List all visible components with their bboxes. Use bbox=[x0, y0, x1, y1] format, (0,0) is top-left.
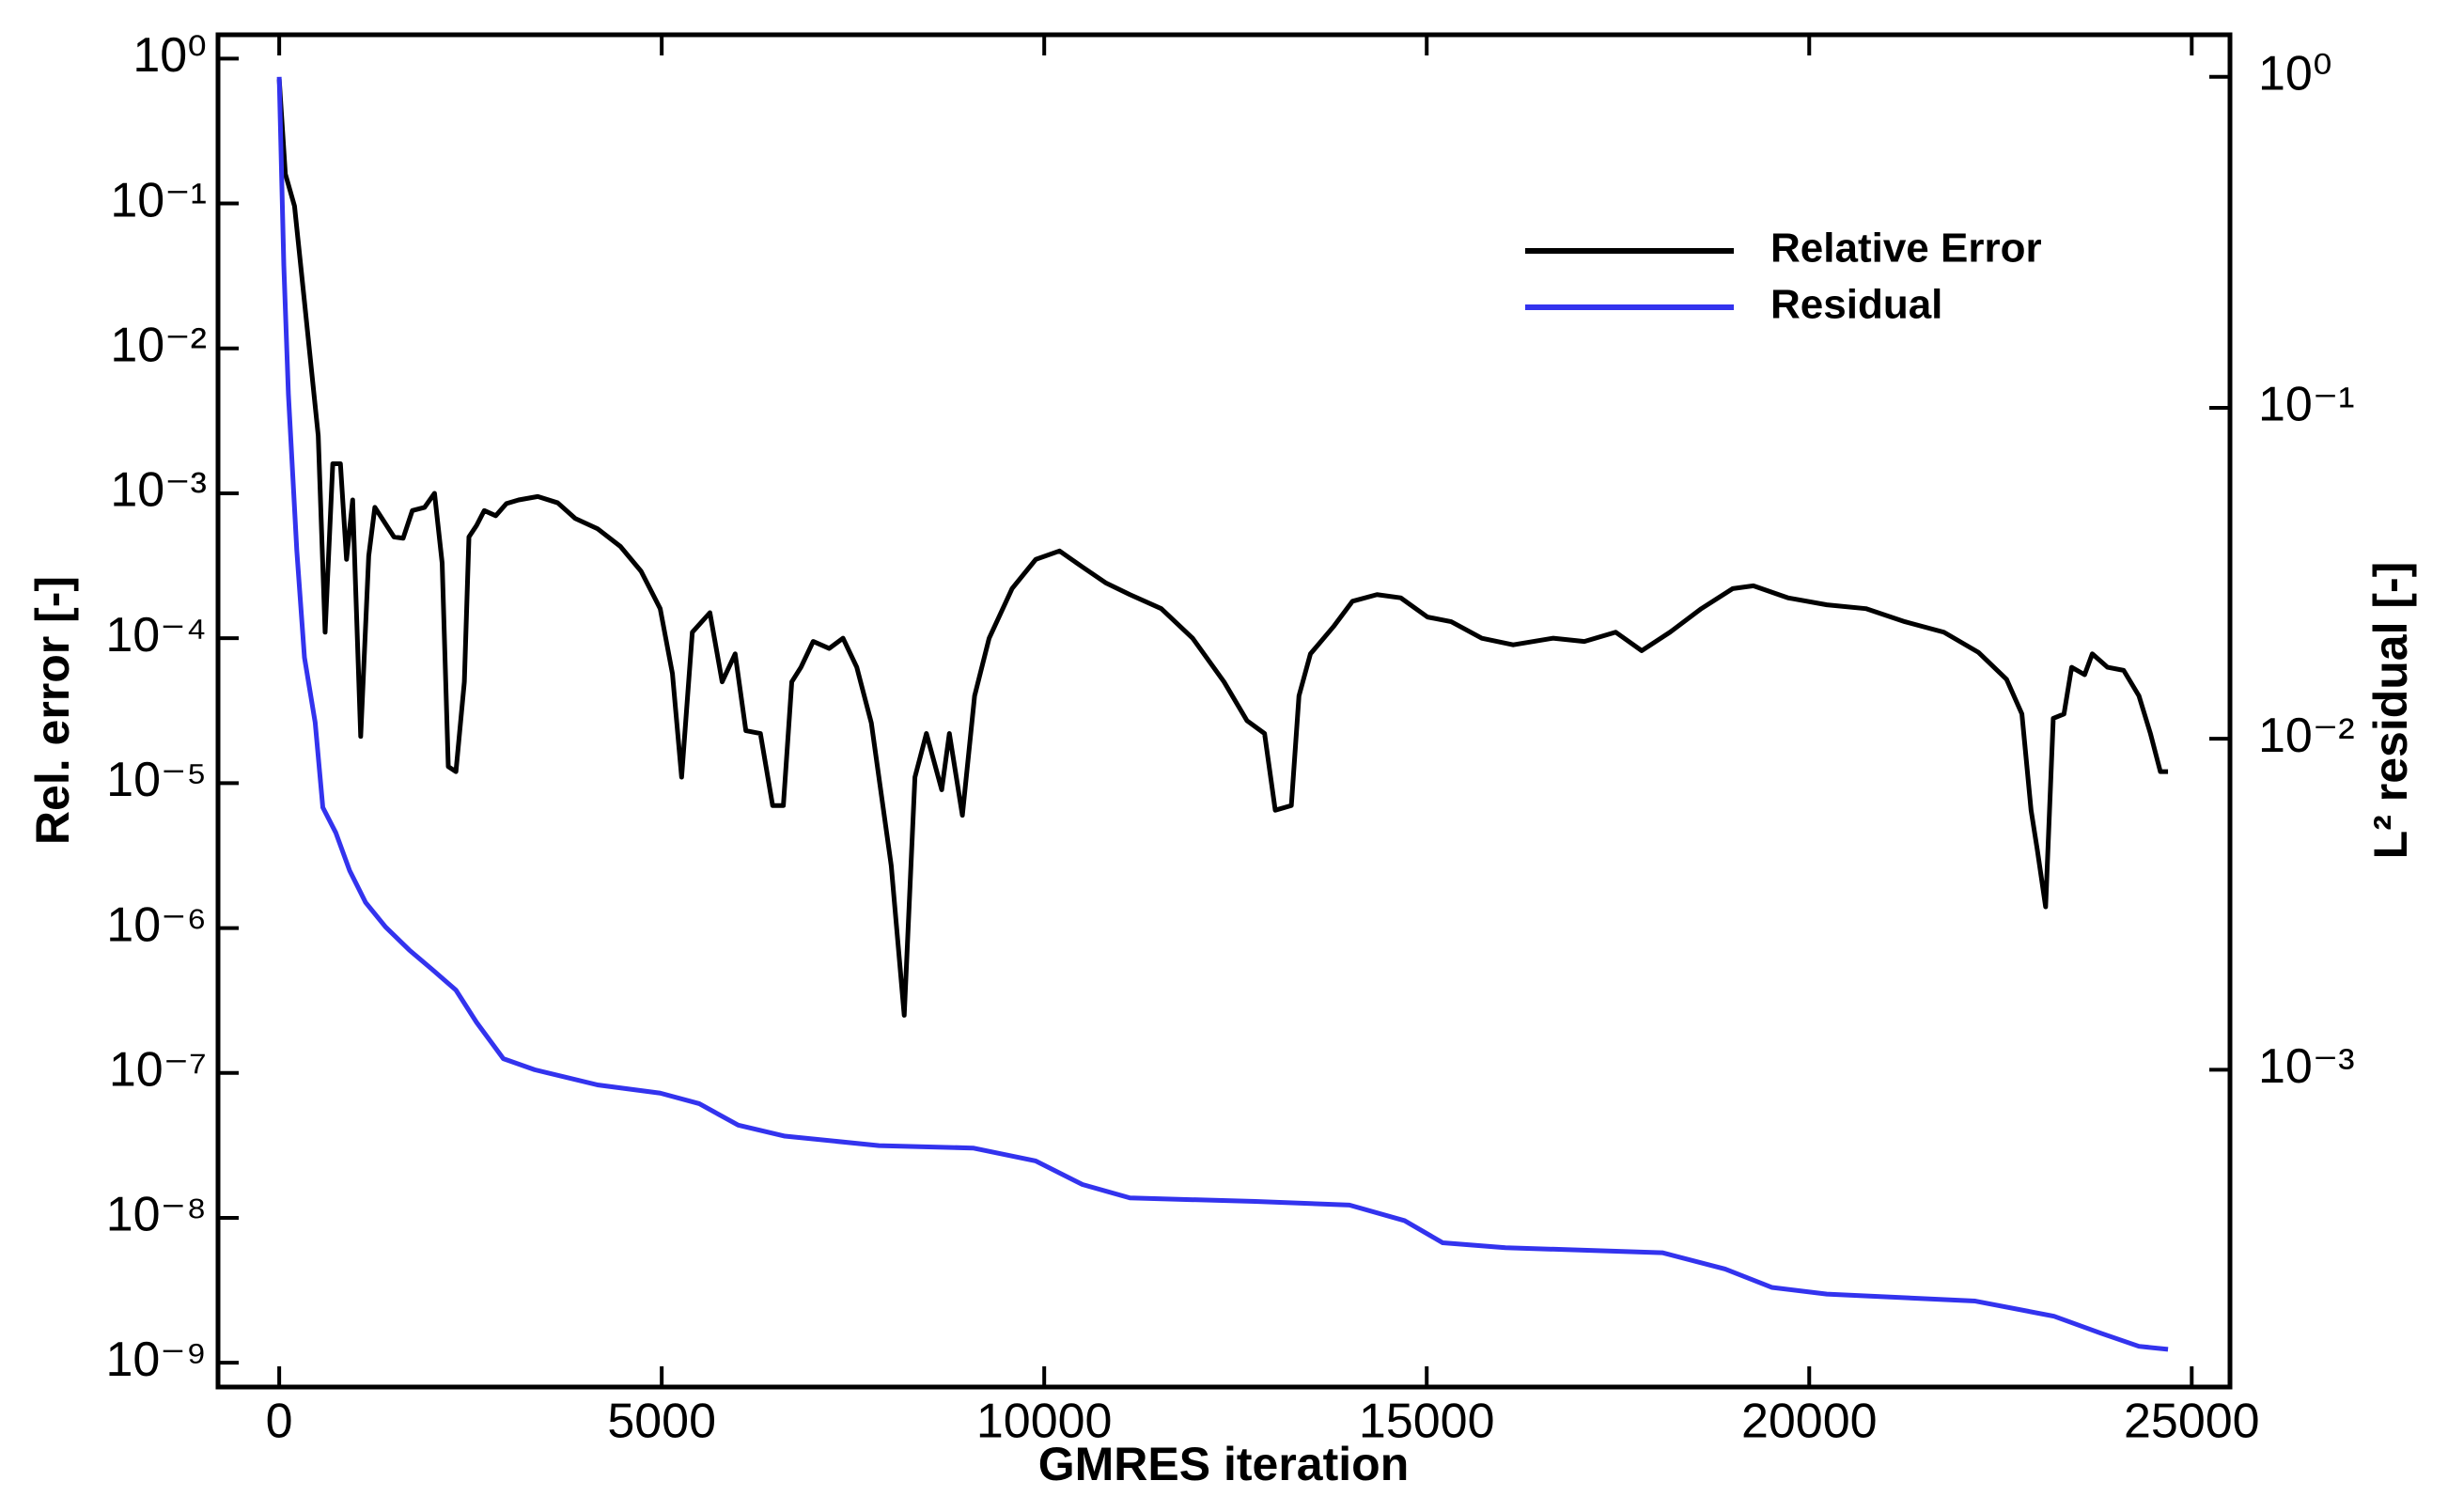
y-tick-label: 10⁻¹ bbox=[110, 173, 207, 227]
series-line bbox=[276, 79, 2169, 1018]
y-tick-label: 10⁻⁶ bbox=[106, 897, 207, 952]
y2-tick-label: 10⁻³ bbox=[2258, 1039, 2355, 1094]
y-tick-label: 10⁻³ bbox=[110, 463, 207, 518]
y-tick-label: 10⁰ bbox=[133, 28, 207, 83]
y-tick-label: 10⁻⁵ bbox=[106, 753, 207, 807]
x-tick-label: 20000 bbox=[1741, 1395, 1878, 1449]
y-axis-title: Rel. error [-] bbox=[26, 576, 79, 845]
legend-label: Residual bbox=[1770, 282, 1942, 328]
y-tick-label: 10⁻⁹ bbox=[105, 1333, 207, 1387]
x-tick-label: 0 bbox=[266, 1395, 293, 1449]
y-tick-label: 10⁻⁴ bbox=[105, 608, 207, 662]
series-line bbox=[276, 76, 2169, 1352]
y2-tick-label: 10⁻¹ bbox=[2258, 378, 2355, 432]
x-tick-label: 15000 bbox=[1359, 1395, 1495, 1449]
x-tick-label: 5000 bbox=[607, 1395, 716, 1449]
legend-label: Relative Error bbox=[1770, 226, 2042, 272]
y2-axis-title: L² residual [-] bbox=[2364, 562, 2417, 860]
x-tick-label: 10000 bbox=[976, 1395, 1113, 1449]
y-tick-label: 10⁻⁷ bbox=[109, 1043, 207, 1098]
plot-frame bbox=[215, 32, 2233, 1390]
y-tick-label: 10⁻² bbox=[110, 318, 207, 372]
x-axis-title: GMRES iteration bbox=[1038, 1438, 1409, 1490]
y2-tick-label: 10⁰ bbox=[2258, 47, 2332, 101]
y2-tick-label: 10⁻² bbox=[2258, 709, 2355, 763]
y-tick-label: 10⁻⁸ bbox=[106, 1188, 207, 1242]
x-tick-label: 25000 bbox=[2124, 1395, 2260, 1449]
